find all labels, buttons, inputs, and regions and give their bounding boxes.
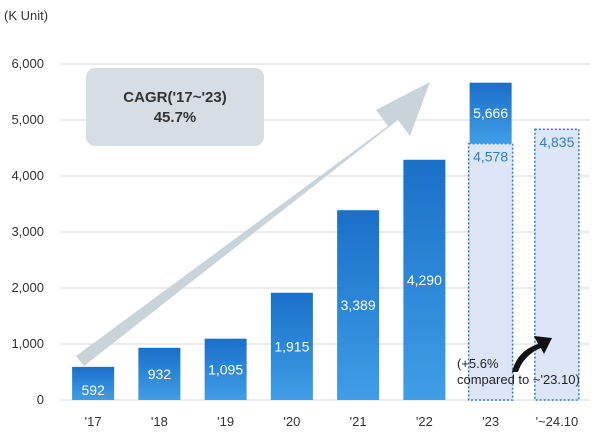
bars: 592 932 1,095 1,915 3,389 4,290 5,666 4,578 4,83…	[72, 82, 580, 401]
cagr-annotation: CAGR('17~'23) 45.7%	[86, 68, 264, 146]
y-axis-ticks: 0 1,000 2,000 3,000 4,000 5,000 6,000	[11, 56, 44, 407]
bar-value-label: 3,389	[341, 297, 376, 313]
bar	[72, 366, 115, 400]
y-tick-label: 3,000	[11, 224, 44, 239]
x-tick-label: '20	[283, 414, 300, 429]
x-tick-label: '22	[416, 414, 433, 429]
note-line-1: (+5.6%	[457, 356, 499, 371]
dashed-bar	[467, 142, 514, 401]
x-tick-label: '18	[151, 414, 168, 429]
bar	[204, 338, 247, 400]
bar	[337, 210, 380, 400]
y-tick-label: 0	[37, 392, 44, 407]
y-tick-label: 6,000	[11, 56, 44, 71]
unit-label: (K Unit)	[4, 8, 48, 23]
dashed-value-label: 4,835	[539, 134, 574, 150]
x-tick-label: '~24.10	[536, 414, 579, 429]
bar	[138, 347, 181, 400]
bar	[403, 159, 446, 400]
note-line-2: compared to ~'23.10)	[457, 372, 580, 387]
bar-value-label: 592	[81, 382, 105, 398]
x-tick-label: '23	[482, 414, 499, 429]
bar-value-label: 4,290	[407, 272, 442, 288]
bar-value-label: 5,666	[473, 105, 508, 121]
y-tick-label: 4,000	[11, 168, 44, 183]
cagr-title: CAGR('17~'23)	[123, 89, 226, 106]
x-axis-ticks: '17 '18 '19 '20 '21 '22 '23 '~24.10	[85, 414, 579, 429]
bar	[469, 82, 512, 144]
growth-arrow	[76, 82, 430, 366]
growth-note: (+5.6% compared to ~'23.10)	[457, 336, 580, 387]
x-tick-label: '17	[85, 414, 102, 429]
bar-value-label: 932	[148, 366, 172, 382]
dashed-bar	[534, 128, 580, 401]
bar-value-label: 1,095	[208, 361, 243, 377]
y-tick-label: 1,000	[11, 336, 44, 351]
x-tick-label: '19	[217, 414, 234, 429]
x-tick-label: '21	[350, 414, 367, 429]
y-tick-label: 2,000	[11, 280, 44, 295]
dashed-value-label: 4,578	[473, 149, 508, 165]
y-tick-label: 5,000	[11, 112, 44, 127]
bar	[270, 292, 313, 400]
curved-arrow-icon	[512, 336, 552, 372]
bar-value-label: 1,915	[274, 338, 309, 354]
cagr-value: 45.7%	[154, 109, 197, 126]
